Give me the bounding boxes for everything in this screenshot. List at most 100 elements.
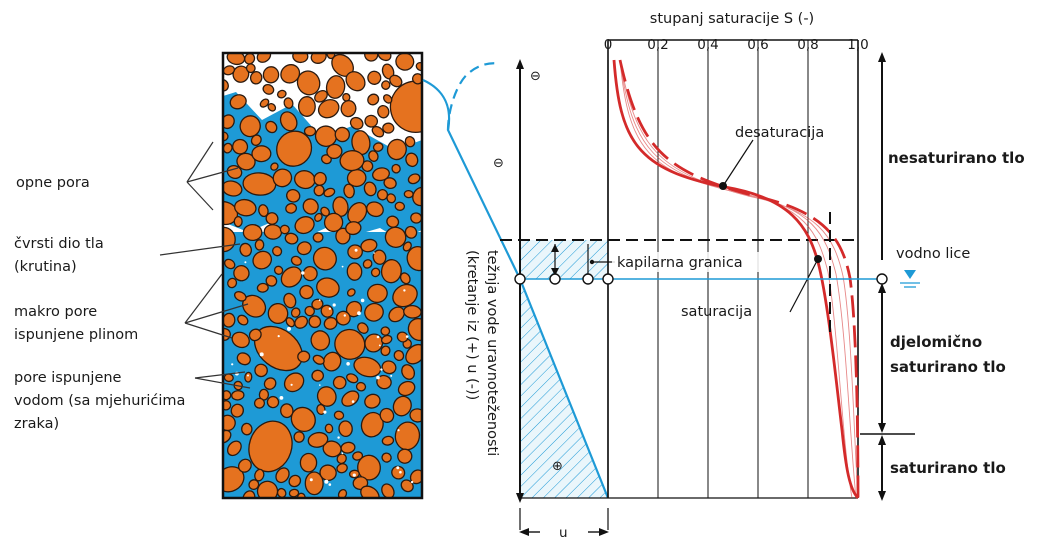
soil-grain bbox=[254, 239, 265, 251]
air-bubble bbox=[319, 384, 321, 386]
soil-grain bbox=[383, 177, 397, 190]
soil-grain bbox=[308, 315, 322, 329]
soil-grain bbox=[397, 380, 416, 397]
soil-grain bbox=[332, 196, 349, 217]
soil-grain bbox=[297, 96, 316, 117]
soil-grain bbox=[317, 99, 340, 119]
soil-grain bbox=[314, 212, 323, 222]
soil-grain bbox=[407, 173, 421, 185]
soil-grain bbox=[377, 104, 390, 119]
soil-grain bbox=[325, 75, 346, 99]
soil-grain bbox=[364, 114, 379, 128]
soil-grain bbox=[391, 163, 401, 174]
air-bubble bbox=[396, 466, 400, 470]
u-label: u bbox=[559, 525, 568, 541]
zone-partial-2: saturirano tlo bbox=[890, 358, 1006, 376]
soil-grain bbox=[248, 479, 260, 491]
soil-grain bbox=[239, 115, 261, 138]
soil-grain bbox=[334, 328, 366, 360]
zone-annotations: nesaturirano tlo vodno lice djelomično s… bbox=[860, 52, 1025, 501]
soil-column bbox=[221, 51, 424, 500]
soil-grain bbox=[265, 275, 278, 287]
air-bubbles bbox=[231, 248, 414, 486]
soil-grain bbox=[290, 255, 302, 266]
soil-grain bbox=[229, 94, 247, 110]
soil-grain bbox=[397, 448, 413, 464]
soil-grain bbox=[345, 221, 362, 236]
air-bubble bbox=[290, 383, 293, 386]
soil-grain bbox=[262, 83, 275, 95]
soil-grain bbox=[239, 242, 252, 257]
soil-grain bbox=[386, 193, 397, 204]
soil-grain bbox=[396, 331, 409, 343]
soil-grain bbox=[279, 224, 290, 235]
soil-grain bbox=[293, 431, 305, 443]
soil-grain bbox=[266, 395, 280, 409]
air-bubble bbox=[376, 375, 380, 380]
soil-grains bbox=[223, 53, 422, 498]
air-bubble bbox=[337, 436, 340, 439]
soil-grain bbox=[366, 201, 384, 218]
air-bubble bbox=[279, 396, 284, 400]
soil-grain bbox=[283, 97, 294, 109]
air-bubble bbox=[403, 289, 406, 292]
soil-grain bbox=[392, 283, 418, 308]
soil-grain bbox=[251, 145, 272, 163]
soil-grain bbox=[380, 326, 391, 336]
air-bubble bbox=[244, 261, 247, 264]
soil-grain bbox=[372, 249, 387, 265]
soil-grain bbox=[233, 215, 243, 228]
air-bubble bbox=[360, 298, 365, 303]
soil-grain bbox=[233, 291, 247, 302]
air-bubble bbox=[397, 429, 400, 432]
soil-grain bbox=[263, 377, 277, 390]
soil-grain bbox=[323, 316, 338, 330]
soil-grain bbox=[230, 403, 244, 418]
soil-grain bbox=[280, 266, 303, 288]
soil-grain bbox=[312, 232, 324, 243]
soil-grain bbox=[380, 334, 393, 345]
label-gas-2: ispunjene plinom bbox=[14, 327, 138, 343]
soil-grain bbox=[382, 122, 395, 134]
soil-grain bbox=[245, 63, 256, 74]
soil-grain bbox=[332, 375, 347, 390]
soil-grain bbox=[294, 315, 308, 329]
soil-grain bbox=[254, 468, 265, 482]
soil-grain bbox=[335, 310, 351, 326]
soil-grain bbox=[223, 258, 236, 270]
soil-grain bbox=[265, 120, 278, 134]
soil-grain bbox=[231, 331, 250, 349]
soil-grain bbox=[381, 360, 397, 375]
soil-grain bbox=[346, 373, 359, 384]
label-solids-1: čvrsti dio tla bbox=[14, 236, 104, 252]
saturation-tick-label: 0,2 bbox=[647, 37, 668, 53]
soil-grain bbox=[236, 152, 256, 171]
soil-grain bbox=[273, 265, 284, 275]
soil-grain bbox=[316, 277, 340, 298]
soil-grain bbox=[357, 322, 369, 334]
soil-grain bbox=[314, 89, 328, 103]
soil-grain bbox=[237, 458, 252, 473]
air-bubble bbox=[231, 363, 234, 366]
saturation-tick-label: 0,8 bbox=[797, 37, 818, 53]
soil-grain bbox=[275, 467, 290, 484]
air-bubble bbox=[399, 470, 402, 474]
soil-grain bbox=[223, 327, 231, 341]
air-bubble bbox=[351, 400, 355, 403]
soil-grain bbox=[403, 189, 414, 199]
negative-sign: ⊖ bbox=[493, 156, 504, 171]
soil-grain bbox=[404, 136, 416, 148]
soil-grain bbox=[236, 352, 251, 366]
desaturation-curve bbox=[618, 59, 860, 499]
soil-grain bbox=[285, 203, 298, 214]
soil-grain bbox=[381, 80, 391, 90]
soil-grain bbox=[303, 125, 317, 137]
label-water-1: pore ispunjene bbox=[14, 370, 122, 386]
label-solids-2: (krutina) bbox=[14, 259, 77, 275]
soil-grain bbox=[389, 80, 422, 133]
soil-grain bbox=[242, 172, 277, 196]
soil-grain bbox=[234, 198, 257, 217]
air-bubble bbox=[380, 368, 383, 371]
air-bubble bbox=[247, 374, 249, 377]
soil-grain bbox=[401, 364, 416, 380]
